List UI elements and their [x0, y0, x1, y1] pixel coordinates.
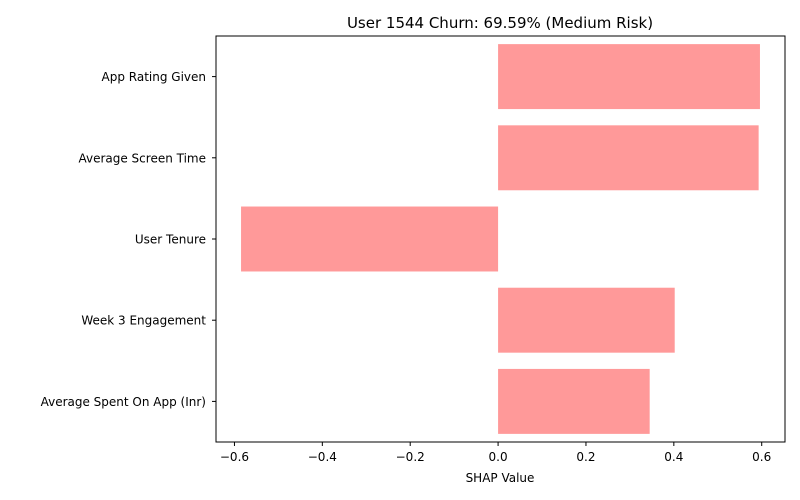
bar-average-spent-on-app-inr	[498, 368, 650, 434]
y-tick-label: User Tenure	[135, 233, 206, 247]
x-tick-label: −0.4	[308, 450, 337, 464]
bar-week-3-engagement	[498, 287, 675, 353]
bar-app-rating-given	[498, 44, 760, 110]
bars-group	[241, 44, 760, 434]
y-tick-label: Average Spent On App (Inr)	[41, 395, 206, 409]
bar-average-screen-time	[498, 125, 759, 191]
x-tick-label: 0.4	[664, 450, 683, 464]
y-tick-label: Average Screen Time	[78, 151, 206, 165]
y-axis: App Rating Given Average Screen Time User …	[41, 70, 216, 409]
x-tick-label: −0.2	[396, 450, 425, 464]
x-axis-label: SHAP Value	[466, 471, 535, 485]
x-tick-label: 0.6	[752, 450, 771, 464]
bar-user-tenure	[241, 206, 499, 272]
chart-title: User 1544 Churn: 69.59% (Medium Risk)	[347, 14, 653, 32]
y-tick-label: App Rating Given	[102, 70, 206, 84]
y-tick-label: Week 3 Engagement	[81, 314, 206, 328]
x-tick-label: −0.6	[220, 450, 249, 464]
x-tick-label: 0.0	[489, 450, 508, 464]
x-axis: −0.6 −0.4 −0.2 0.0 0.2 0.4 0.6	[220, 442, 771, 464]
x-tick-label: 0.2	[576, 450, 595, 464]
